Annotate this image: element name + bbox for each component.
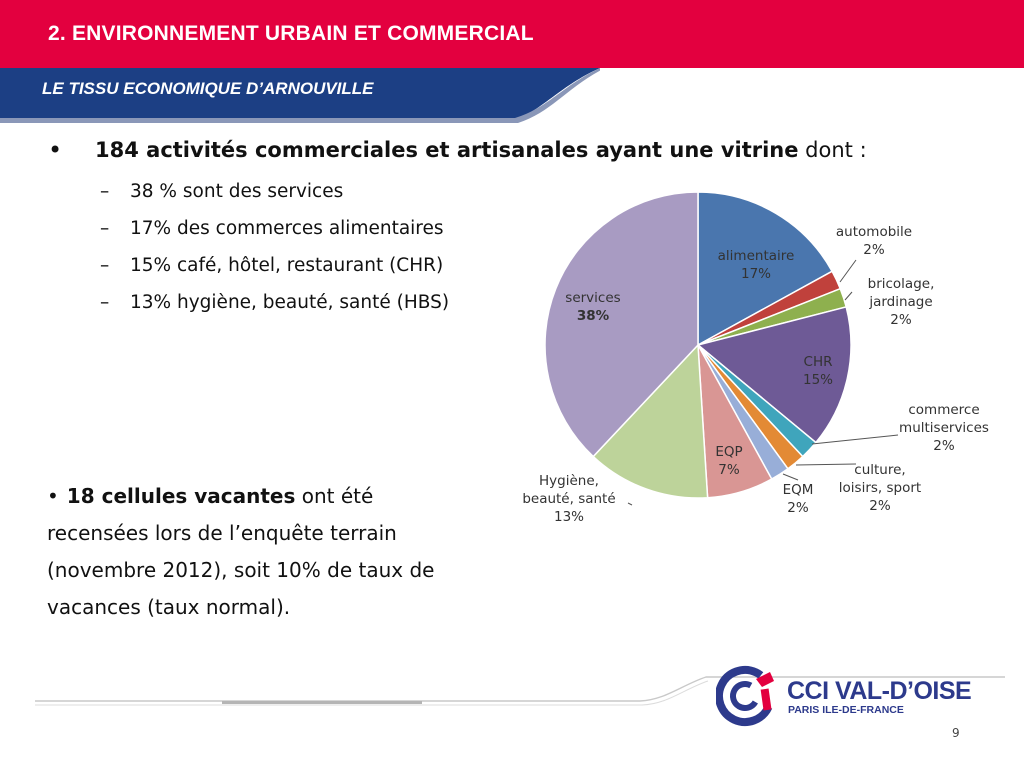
leader-line [844, 291, 853, 301]
leader-line [839, 259, 857, 283]
logo-subtext: PARIS ILE-DE-FRANCE [788, 704, 904, 716]
pie-chart: alimentaire 17% automobile 2% bricolage, jard… [522, 191, 989, 525]
header-bar [0, 0, 1024, 68]
bullet-dot-icon: • [47, 484, 59, 508]
pie-label: Hygiène, beauté, santé 13% [522, 473, 615, 525]
bullet-dot-icon: • [48, 136, 63, 164]
list-item-text: 38 % sont des services [130, 181, 344, 202]
list-item-text: 17% des commerces alimentaires [130, 218, 444, 239]
cci-logo-icon [716, 666, 775, 726]
vacancy-paragraph: • 18 cellules vacantes ont été recensées … [47, 478, 477, 626]
subtitle-banner [0, 68, 600, 123]
list-item-text: 15% café, hôtel, restaurant (CHR) [130, 255, 444, 276]
pie-label: bricolage, jardinage 2% [868, 276, 935, 328]
pie-slice [544, 191, 699, 458]
vacancy-rest: ont été recensées lors de l’enquête terr… [47, 484, 435, 619]
pie-label: EQP 7% [715, 444, 742, 478]
pie-slice [592, 343, 709, 499]
main-bullet-bold: 184 activités commerciales et artisanale… [95, 138, 799, 162]
pie-slice [696, 306, 852, 444]
leader-line [627, 502, 633, 506]
main-bullet-rest: dont : [798, 138, 867, 162]
page-number: 9 [952, 726, 960, 740]
logo-name: CCI VAL-D’OISE [787, 677, 972, 705]
page-title: 2. ENVIRONNEMENT URBAIN ET COMMERCIAL [48, 22, 534, 45]
pie-label: services 38% [565, 290, 620, 324]
pie-label: automobile 2% [836, 224, 912, 258]
pie-label: culture, loisirs, sport 2% [839, 462, 921, 514]
section-subtitle: LE TISSU ECONOMIQUE D’ARNOUVILLE [42, 79, 374, 98]
footer-divider [35, 676, 1005, 706]
leader-line [795, 463, 857, 466]
pie-label: EQM 2% [783, 482, 814, 516]
pie-label: commerce multiservices 2% [899, 402, 989, 454]
leader-line [782, 473, 799, 481]
vacancy-bold: 18 cellules vacantes [66, 484, 296, 508]
pie-label: CHR 15% [803, 354, 833, 388]
leader-line [811, 434, 899, 445]
list-item-text: 13% hygiène, beauté, santé (HBS) [130, 292, 450, 313]
pie-slice [697, 191, 834, 347]
pie-label: alimentaire 17% [718, 248, 795, 282]
